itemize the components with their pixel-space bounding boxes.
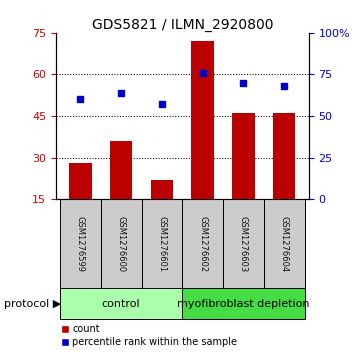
Bar [69,163,92,199]
Text: GSM1276601: GSM1276601 [157,216,166,272]
Bar [182,199,223,288]
Text: GSM1276603: GSM1276603 [239,216,248,272]
Bar [182,288,305,319]
Bar [60,199,101,288]
Bar [151,180,173,199]
Bar [232,113,255,199]
Text: GSM1276600: GSM1276600 [117,216,126,272]
Bar [60,288,182,319]
Text: GSM1276602: GSM1276602 [198,216,207,272]
Bar [101,199,142,288]
Text: GSM1276599: GSM1276599 [76,216,85,272]
Text: protocol ▶: protocol ▶ [4,299,61,309]
Bar [223,199,264,288]
Title: GDS5821 / ILMN_2920800: GDS5821 / ILMN_2920800 [92,18,273,32]
Bar [191,41,214,199]
Legend: count, percentile rank within the sample: count, percentile rank within the sample [61,324,238,347]
Bar [142,199,182,288]
Bar [110,141,132,199]
Bar [273,113,295,199]
Text: control: control [102,299,140,309]
Text: GSM1276604: GSM1276604 [280,216,289,272]
Bar [264,199,305,288]
Text: myofibroblast depletion: myofibroblast depletion [177,299,310,309]
